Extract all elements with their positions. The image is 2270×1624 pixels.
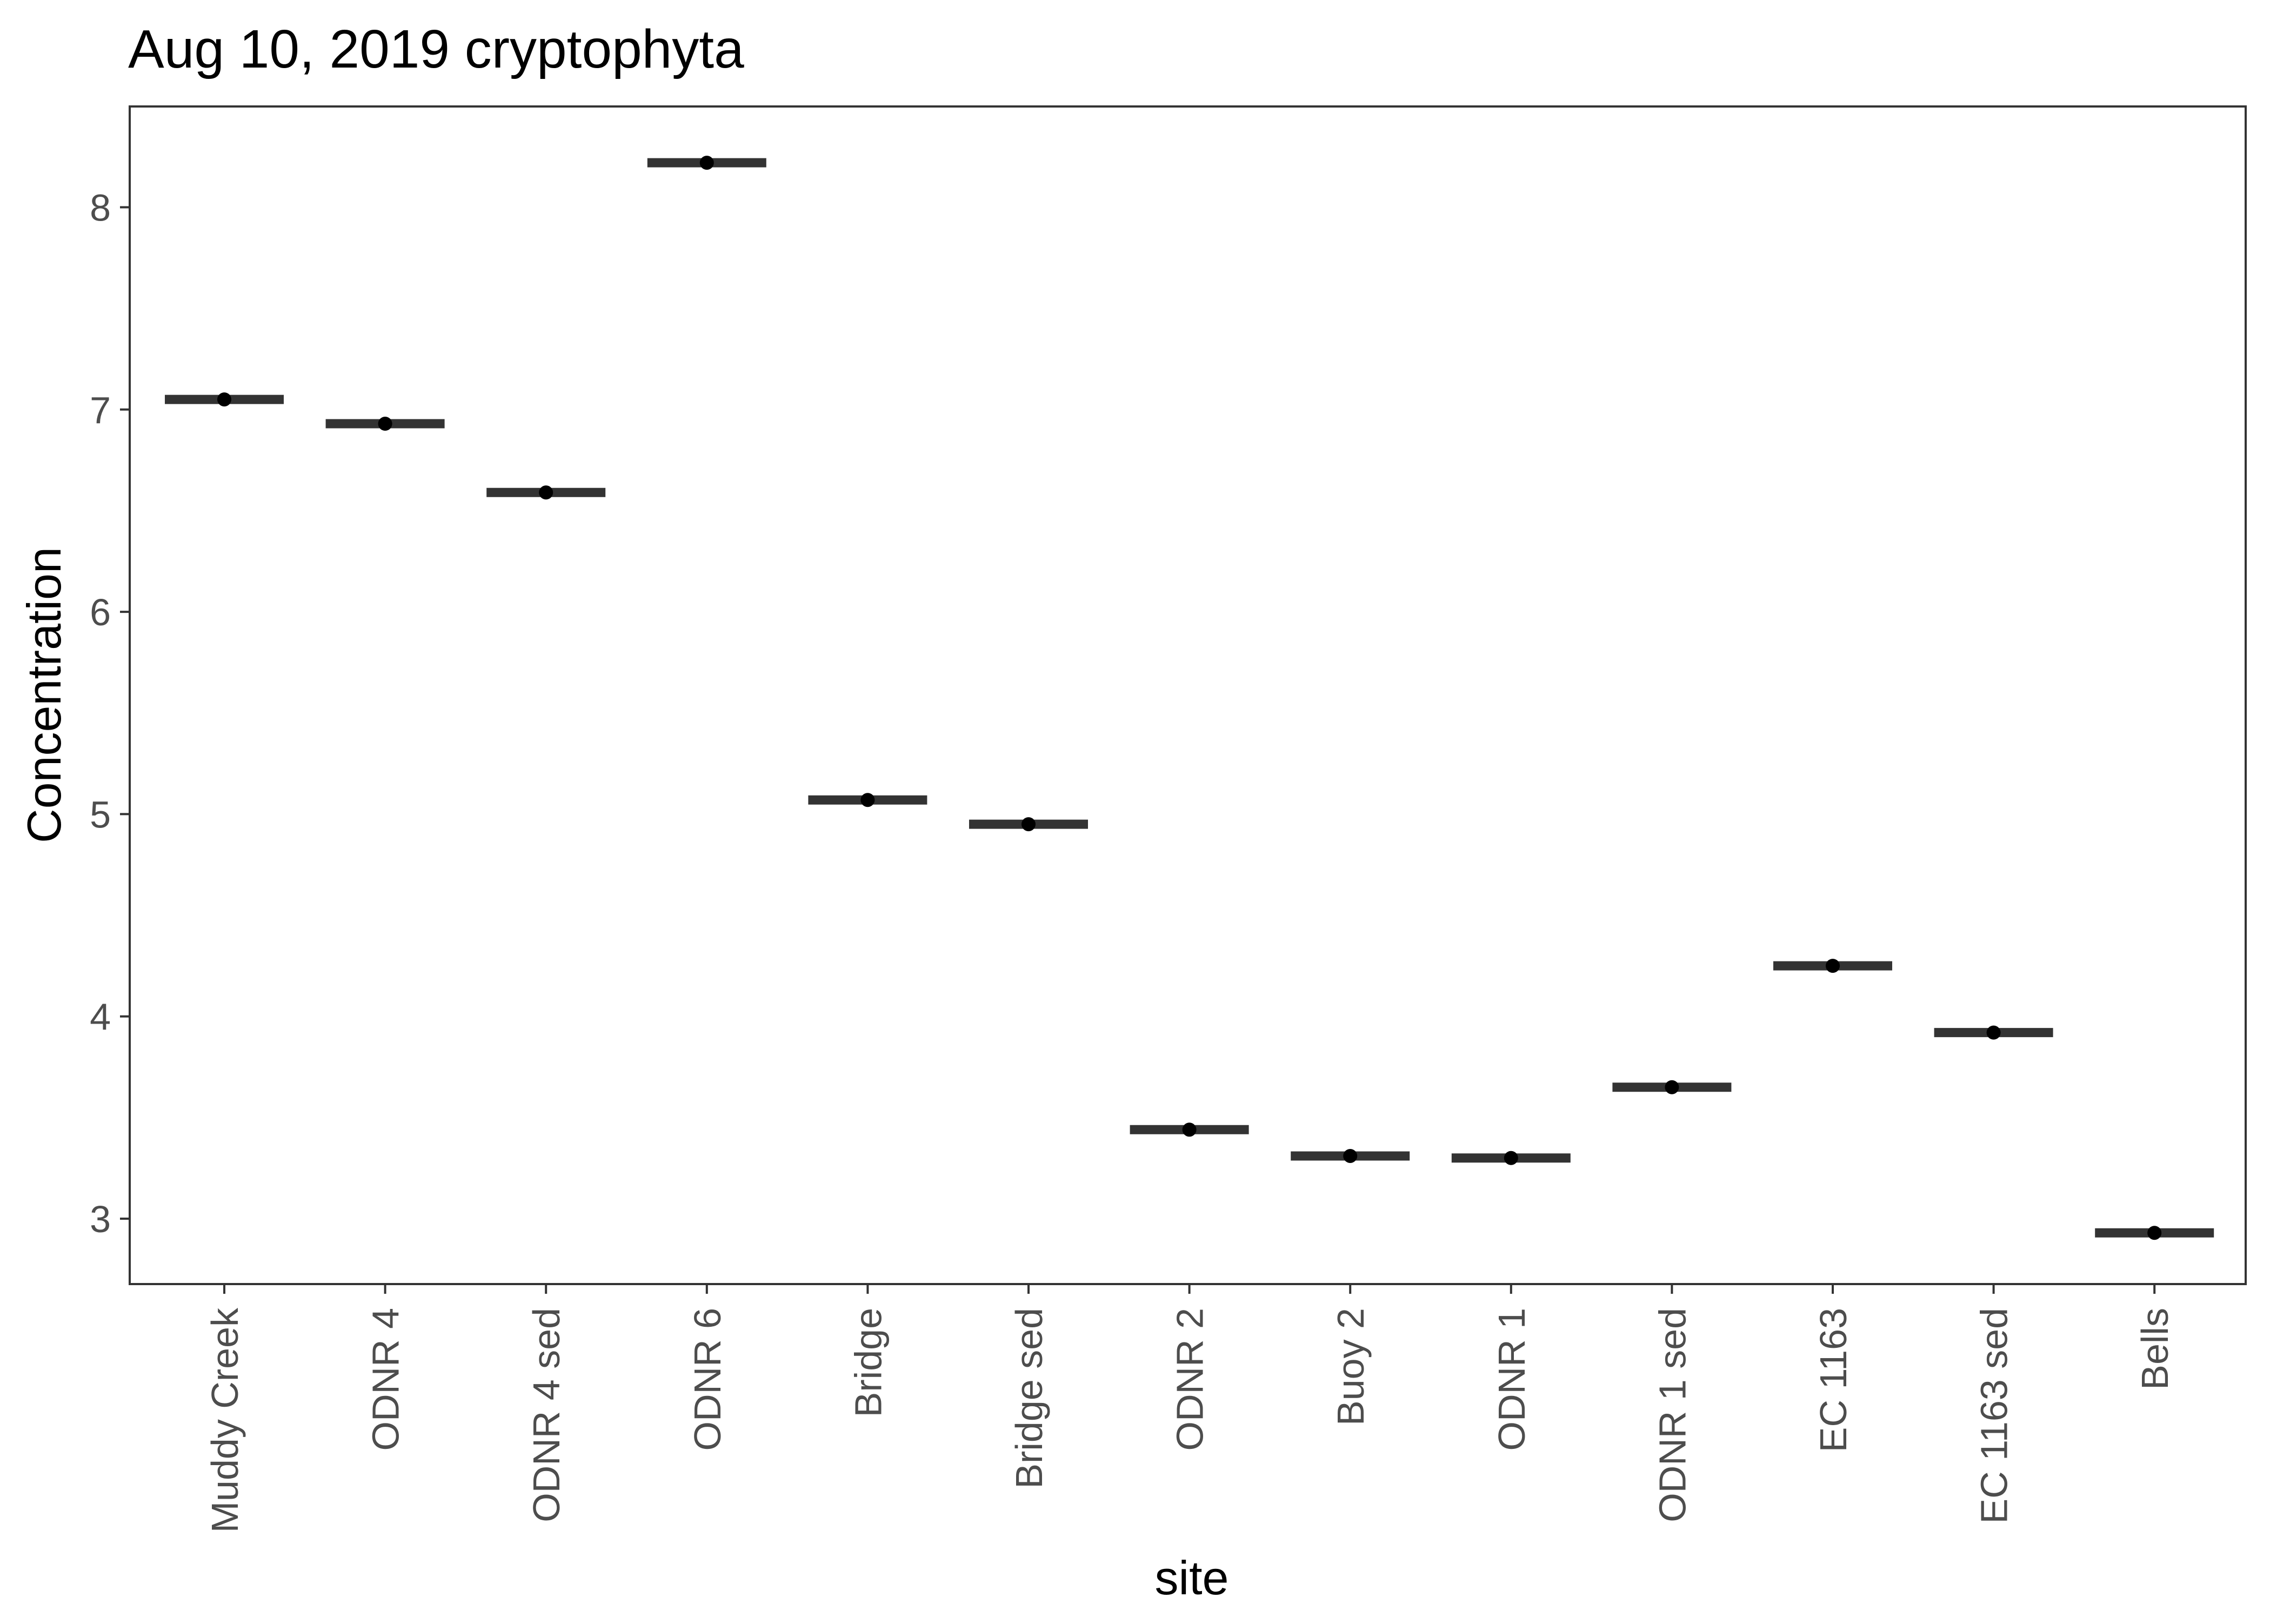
data-point bbox=[1986, 1025, 2001, 1040]
x-tick-label: Bells bbox=[2134, 1308, 2176, 1390]
y-axis-title: Concentration bbox=[17, 547, 71, 843]
x-tick-label: ODNR 2 bbox=[1169, 1308, 1211, 1451]
x-tick-label: EC 1163 sed bbox=[1973, 1308, 2015, 1524]
data-point bbox=[378, 417, 392, 431]
y-tick-label: 3 bbox=[90, 1198, 111, 1240]
data-point bbox=[2147, 1226, 2162, 1240]
data-point bbox=[860, 793, 875, 807]
y-tick-label: 4 bbox=[90, 996, 111, 1038]
y-tick-label: 5 bbox=[90, 793, 111, 836]
data-point bbox=[1021, 817, 1036, 832]
chart-title: Aug 10, 2019 cryptophyta bbox=[128, 19, 744, 79]
x-tick-label: Bridge sed bbox=[1008, 1308, 1050, 1489]
x-tick-label: Muddy Creek bbox=[204, 1307, 246, 1533]
y-axis: 3 4 5 6 7 8 bbox=[90, 187, 130, 1240]
data-point bbox=[217, 392, 231, 407]
x-tick-label: Buoy 2 bbox=[1330, 1308, 1372, 1426]
y-tick-label: 7 bbox=[90, 389, 111, 431]
data-point bbox=[699, 156, 714, 170]
x-tick-label: EC 1163 bbox=[1812, 1308, 1854, 1452]
x-tick-label: Bridge bbox=[847, 1308, 889, 1417]
x-tick-label: ODNR 4 sed bbox=[525, 1308, 568, 1522]
x-axis-title: site bbox=[1155, 1551, 1229, 1605]
data-point bbox=[1343, 1148, 1358, 1163]
plot-panel-border bbox=[129, 105, 2247, 1285]
data-point bbox=[1182, 1122, 1197, 1137]
data-point bbox=[1826, 959, 1840, 973]
data-point bbox=[1504, 1151, 1518, 1165]
y-tick-label: 6 bbox=[90, 591, 111, 633]
data-point bbox=[539, 485, 553, 500]
x-tick-label: ODNR 6 bbox=[686, 1308, 729, 1451]
data-point bbox=[1665, 1080, 1679, 1094]
x-axis: Muddy Creek ODNR 4 ODNR 4 sed ODNR 6 Bridge B… bbox=[204, 1284, 2176, 1533]
x-tick-label: ODNR 1 bbox=[1491, 1308, 1533, 1451]
y-tick-label: 8 bbox=[90, 187, 111, 229]
x-tick-label: ODNR 4 bbox=[365, 1308, 407, 1451]
x-tick-label: ODNR 1 sed bbox=[1651, 1308, 1693, 1522]
chart-marks bbox=[165, 156, 2214, 1240]
